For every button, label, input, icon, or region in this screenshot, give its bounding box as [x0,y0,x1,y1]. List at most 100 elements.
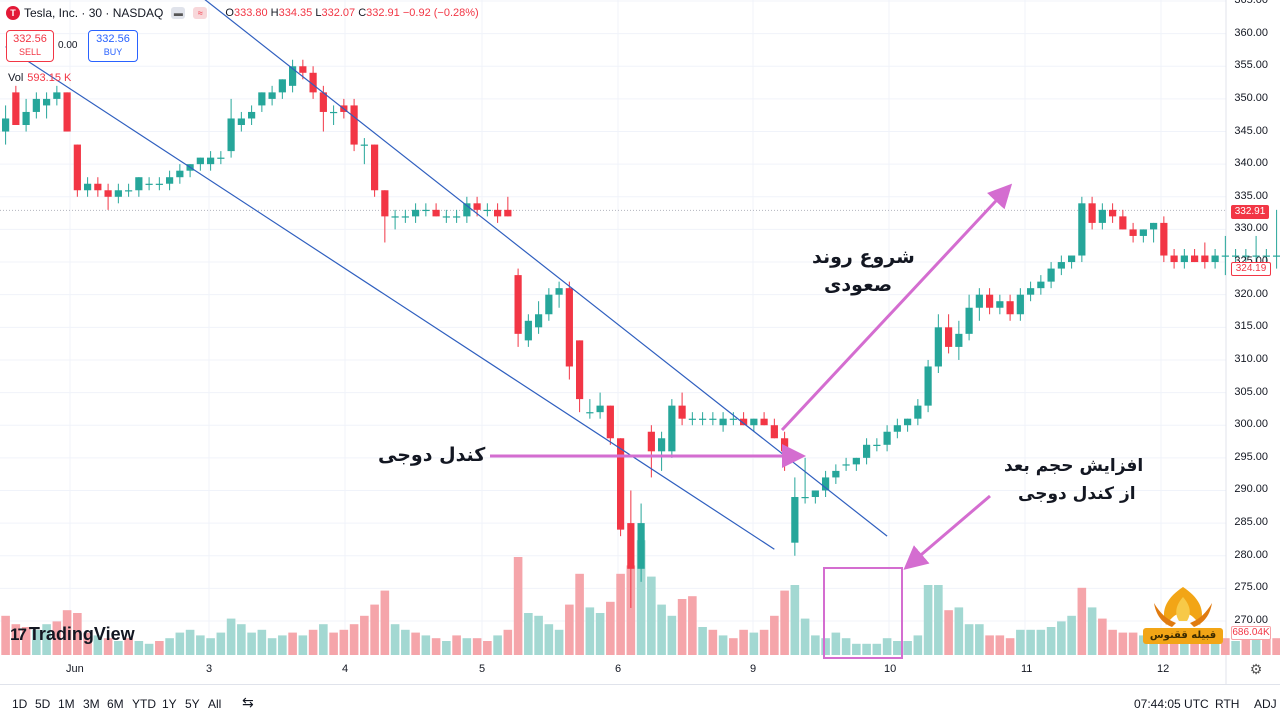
candle-body [125,190,133,192]
volume-bar [985,635,994,655]
volume-bar [1272,638,1280,655]
candle-body [699,418,707,420]
candle-body [237,118,245,125]
time-tick-label: 3 [206,663,213,675]
candle-body [176,170,184,178]
candle-body [750,418,758,426]
candle-body [1273,255,1280,257]
timeframe-5y[interactable]: 5Y [185,697,200,711]
volume-bar [585,607,595,655]
timeframe-5d[interactable]: 5D [35,697,51,711]
timeframe-3m[interactable]: 3M [83,697,100,711]
volume-bar [893,641,902,655]
candle-body [606,405,614,439]
timeframe-all[interactable]: All [208,697,222,711]
price-tick-label: 280.00 [1234,548,1268,561]
volume-bar [288,632,297,655]
price-tick-label: 295.00 [1234,450,1268,463]
candle-body [1211,255,1219,263]
settings-gear-icon[interactable]: ⚙ [1249,661,1263,677]
candle-body [412,209,420,217]
volume-bar [1046,627,1056,655]
volume-bar [872,643,882,655]
volume-bar [411,632,420,655]
candle-body [1047,268,1055,282]
time-tick-label: 4 [342,663,349,675]
candle-body [319,92,327,112]
session-toggle[interactable]: RTH [1215,697,1240,711]
candle-body [1191,255,1199,263]
price-tick-label: 365.00 [1234,0,1268,6]
volume-bar [811,635,820,655]
candle-body [1027,288,1035,295]
volume-bar [349,624,359,655]
candle-body [535,314,543,328]
volume-bar [636,540,646,655]
volume-bar [852,643,861,655]
price-tick-label: 345.00 [1234,124,1268,137]
volume-bar [21,627,31,655]
candle-body [822,477,830,491]
candle-body [852,457,860,465]
candle-body [842,464,850,466]
collapse-icon[interactable]: ▬ [171,7,186,19]
candle-body [934,327,942,367]
candle-body [1088,203,1096,223]
candle-body [104,190,112,197]
time-tick-label: 9 [750,663,757,675]
timeframe-1d[interactable]: 1D [12,697,28,711]
brand-watermark: قبیله ققنوس [1143,628,1223,644]
candle-body [350,105,358,145]
candle-body [504,209,512,217]
buy-button[interactable]: 332.56 BUY [88,30,138,62]
volume-bar [442,641,451,655]
timeframe-6m[interactable]: 6M [107,697,124,711]
goto-date-icon[interactable]: ⇆ [242,694,254,710]
candle-body [145,183,153,185]
volume-bar [462,638,472,655]
volume-bar [431,638,441,655]
candle-body [1150,222,1158,230]
candle-body [617,438,625,530]
volume-bar [247,632,256,655]
candle-body [63,92,71,132]
tradingview-mark-icon: 17 [10,624,27,644]
candle-body [965,307,973,334]
candle-body [801,497,809,499]
spread-value: 0.00 [58,40,78,51]
tradingview-logo[interactable]: 17 TradingView [10,624,135,645]
candle-body [217,157,225,159]
ohlc-readout: O333.80 H334.35 L332.07 C332.91 −0.92 (−… [225,7,479,19]
volume-bar [1128,632,1138,655]
volume-annotation-line2: از کندل دوجی [1018,484,1136,504]
adjust-toggle[interactable]: ADJ [1254,697,1277,711]
volume-bar [934,585,943,655]
volume-bar [390,624,400,655]
symbol-title[interactable]: Tesla, Inc. · 30 · NASDAQ [24,6,164,20]
volume-bar [1005,638,1015,655]
volume-bar [606,601,615,655]
price-tick-label: 310.00 [1234,352,1268,365]
timeframe-1y[interactable]: 1Y [162,697,177,711]
candle-body [955,333,963,347]
timeframe-ytd[interactable]: YTD [132,697,156,711]
utc-clock[interactable]: 07:44:05 UTC [1134,697,1209,711]
volume-bar [1221,638,1230,655]
candle-body [760,418,768,426]
candle-body [1129,229,1137,236]
compare-icon[interactable]: ≈ [193,7,208,19]
volume-bar [688,596,697,655]
price-tick-label: 340.00 [1234,157,1268,170]
volume-bar [841,638,851,655]
candle-body [1,118,10,132]
volume-bar [1210,635,1220,655]
sell-button[interactable]: 332.56 SELL [6,30,54,62]
volume-bar [913,635,923,655]
timeframe-1m[interactable]: 1M [58,697,75,711]
price-tick-label: 285.00 [1234,516,1268,529]
candle-body [53,92,61,99]
volume-bar [718,635,728,655]
volume-legend[interactable]: Vol 593.15 K [8,72,71,84]
